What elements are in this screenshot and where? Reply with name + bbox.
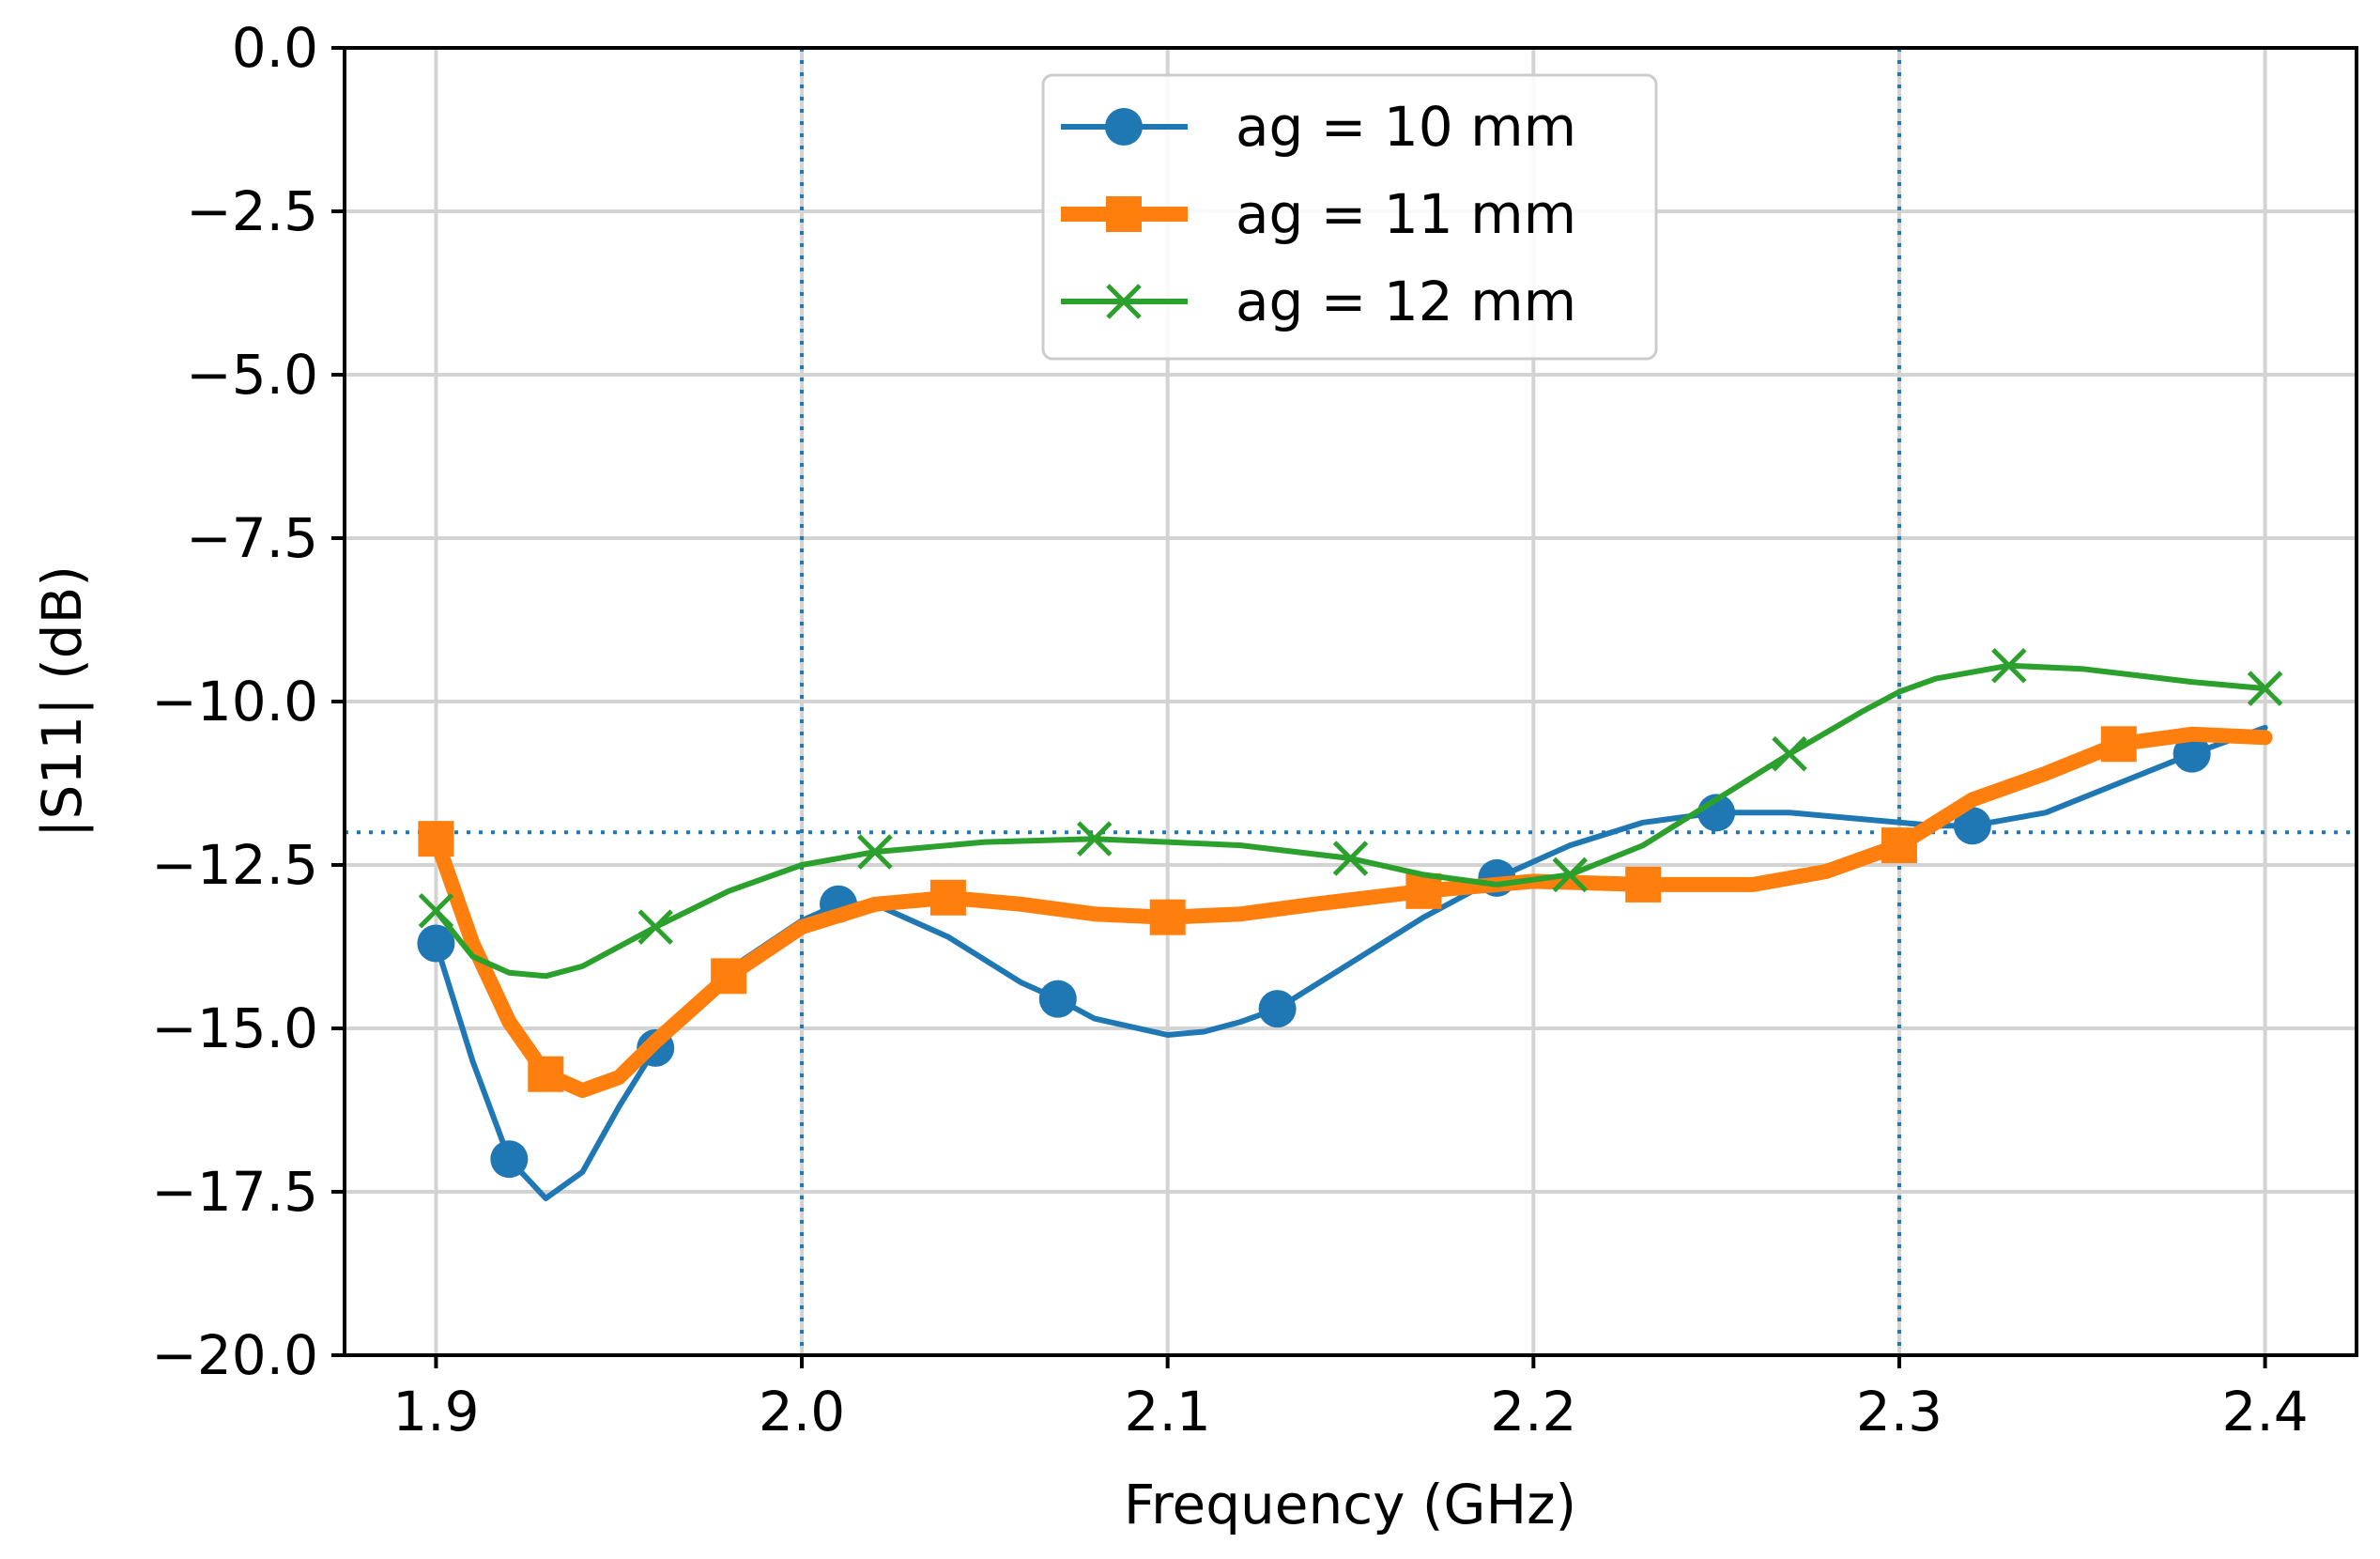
legend-marker-series-1 xyxy=(1105,108,1143,146)
data-point-series-2 xyxy=(2100,726,2137,763)
y-tick-label: −10.0 xyxy=(151,670,318,733)
data-point-series-3 xyxy=(1076,821,1113,857)
x-tick-label: 2.3 xyxy=(1856,1380,1942,1443)
y-tick-label: −17.5 xyxy=(151,1160,318,1224)
data-point-series-3 xyxy=(1332,841,1369,876)
y-tick-label: −12.5 xyxy=(151,833,318,897)
data-point-series-3 xyxy=(637,909,673,945)
x-tick-label: 2.4 xyxy=(2221,1380,2308,1443)
data-point-series-1 xyxy=(2173,734,2211,773)
ticks: 1.9 2.0 2.1 2.2 2.3 2.4 0.0 −2.5 −5.0 −7.5 −10.0 −1… xyxy=(151,16,2308,1443)
legend-label-series-1: ag = 10 mm xyxy=(1236,95,1576,159)
series-line-1 xyxy=(433,724,2268,1201)
y-tick-label: −20.0 xyxy=(151,1323,318,1387)
data-point-series-2 xyxy=(1405,872,1442,909)
legend-label-series-2: ag = 11 mm xyxy=(1236,182,1576,246)
y-tick-label: −15.0 xyxy=(151,996,318,1060)
y-tick-label: −7.5 xyxy=(186,506,318,570)
data-point-series-2 xyxy=(1149,899,1186,935)
data-point-series-3 xyxy=(1772,735,1807,772)
legend: ag = 10 mm ag = 11 mm ag = 12 mm xyxy=(1041,73,1658,361)
data-point-series-1 xyxy=(417,924,455,963)
legend-entries xyxy=(1061,108,1188,319)
data-point-series-3 xyxy=(857,834,893,870)
x-axis-label: Frequency (GHz) xyxy=(1124,1473,1576,1536)
x-tick-label: 2.1 xyxy=(1125,1380,1211,1443)
y-axis-label: |S11| (dB) xyxy=(30,565,94,838)
legend-marker-series-2 xyxy=(1106,196,1142,232)
data-point-series-3 xyxy=(1991,647,2027,684)
data-point-series-1 xyxy=(1953,807,1991,845)
y-tick-label: −5.0 xyxy=(186,343,318,407)
data-point-series-3 xyxy=(1552,857,1589,893)
data-point-series-2 xyxy=(528,1056,564,1092)
data-point-series-1 xyxy=(1258,990,1297,1028)
data-point-series-1 xyxy=(1038,980,1077,1018)
x-tick-label: 1.9 xyxy=(392,1380,479,1443)
data-point-series-3 xyxy=(418,892,454,929)
reference-lines xyxy=(345,48,2357,1355)
data-point-series-3 xyxy=(2247,671,2283,706)
data-point-series-1 xyxy=(490,1140,529,1179)
legend-label-series-3: ag = 12 mm xyxy=(1236,270,1576,333)
y-tick-label: 0.0 xyxy=(232,16,318,80)
legend-frame xyxy=(1041,73,1658,361)
y-tick-label: −2.5 xyxy=(186,179,318,243)
plot-area xyxy=(417,647,2283,1201)
x-tick-label: 2.2 xyxy=(1490,1380,1576,1443)
data-point-series-2 xyxy=(418,821,454,857)
data-point-series-2 xyxy=(1625,866,1662,903)
legend-marker-series-3 xyxy=(1106,284,1142,319)
data-point-series-2 xyxy=(1881,827,1917,864)
x-tick-label: 2.0 xyxy=(759,1380,845,1443)
data-point-series-2 xyxy=(929,879,966,916)
data-point-series-2 xyxy=(711,958,747,995)
